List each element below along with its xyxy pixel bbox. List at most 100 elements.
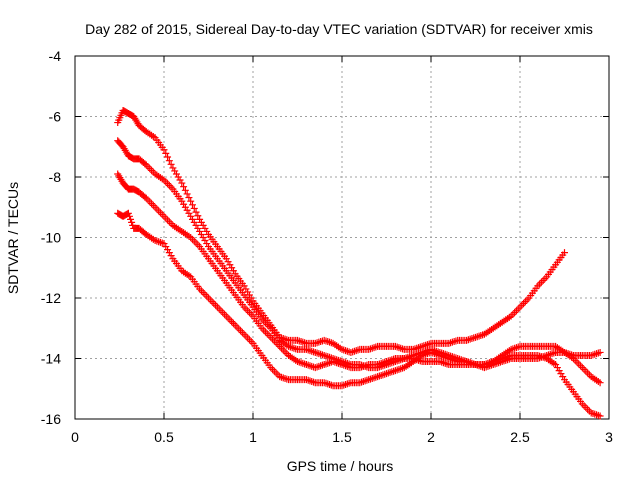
data-point-dense (521, 298, 529, 306)
data-point (124, 209, 132, 217)
data-point (561, 249, 568, 257)
data-point-dense (162, 149, 170, 157)
data-point-dense (324, 359, 332, 367)
data-point (472, 361, 479, 369)
data-point-dense (308, 377, 316, 385)
data-point-dense (162, 214, 170, 222)
data-point (311, 364, 319, 372)
data-point-dense (292, 345, 300, 353)
data-point-dense (473, 361, 481, 369)
data-point-dense (448, 338, 456, 346)
data-point-dense (269, 365, 277, 373)
data-point-dense (322, 379, 330, 387)
data-point-dense (593, 350, 601, 358)
data-point-dense (304, 361, 312, 369)
data-point-dense (313, 349, 321, 357)
data-point-dense (361, 377, 369, 385)
data-point (587, 351, 595, 359)
data-point-dense (514, 343, 522, 351)
data-point-dense (304, 376, 312, 384)
data-point-dense (317, 362, 325, 370)
data-point-dense (192, 208, 200, 216)
data-point (516, 303, 524, 311)
data-point-dense (422, 341, 430, 349)
data-point (338, 382, 346, 390)
data-point-dense (167, 183, 175, 191)
data-point (409, 345, 417, 353)
data-point (596, 348, 604, 356)
y-tick-label: -16 (41, 411, 61, 427)
data-point-dense (313, 363, 321, 371)
data-point (472, 333, 479, 341)
data-point-dense (470, 360, 478, 368)
data-point-dense (315, 338, 323, 346)
data-point-dense (439, 359, 447, 367)
data-point-dense (164, 216, 172, 224)
data-point-dense (221, 310, 229, 318)
x-tick-label: 1 (249, 429, 257, 445)
data-point-dense (593, 411, 601, 419)
data-point-dense (468, 359, 476, 367)
data-point (240, 330, 248, 338)
data-point-dense (270, 367, 278, 375)
data-point-dense (368, 344, 376, 352)
data-point-dense (438, 358, 446, 366)
data-point (320, 379, 328, 387)
data-point-dense (158, 211, 166, 219)
data-point-dense (466, 359, 474, 367)
data-point-dense (165, 218, 173, 226)
data-point-dense (158, 239, 166, 247)
data-point-dense (539, 276, 547, 284)
data-point-dense (306, 377, 314, 385)
data-point-dense (247, 338, 255, 346)
data-point-dense (423, 341, 431, 349)
data-point-dense (475, 362, 483, 370)
data-point-dense (299, 359, 307, 367)
data-point-dense (580, 402, 588, 410)
data-point-dense (523, 296, 531, 304)
data-point-dense (537, 278, 545, 286)
data-point-dense (219, 309, 227, 317)
y-tick-label: -8 (49, 169, 62, 185)
data-point-dense (194, 212, 202, 220)
data-point-dense (245, 336, 253, 344)
data-point-dense (125, 212, 133, 220)
x-tick-label: 2.5 (510, 429, 530, 445)
data-point-dense (366, 375, 374, 383)
data-point-dense (584, 369, 592, 377)
data-point-dense (358, 378, 366, 386)
y-tick-label: -14 (41, 351, 61, 367)
data-point (596, 412, 604, 420)
data-point-dense (340, 381, 348, 389)
data-point-dense (149, 201, 157, 209)
data-point-dense (297, 338, 305, 346)
data-point-dense (206, 296, 214, 304)
data-point-dense (215, 305, 223, 313)
data-point (596, 379, 604, 387)
data-point-dense (279, 346, 287, 354)
data-point-dense (128, 218, 136, 226)
data-point-dense (290, 344, 298, 352)
data-point-dense (146, 198, 154, 206)
data-point-dense (415, 344, 423, 352)
data-point-dense (165, 181, 173, 189)
data-point-dense (327, 381, 335, 389)
data-point-dense (326, 359, 334, 367)
data-point-dense (343, 380, 351, 388)
data-point-dense (589, 351, 597, 359)
data-point-dense (375, 372, 383, 380)
data-point (418, 342, 426, 350)
data-point-dense (148, 166, 156, 174)
data-point-dense (594, 411, 602, 419)
data-point (383, 370, 390, 378)
data-point-dense (411, 345, 419, 353)
data-point (445, 339, 453, 347)
data-point-dense (242, 332, 250, 340)
data-point-dense (310, 378, 318, 386)
data-point (311, 339, 319, 347)
data-point-dense (308, 362, 316, 370)
x-axis-label: GPS time / hours (287, 458, 394, 474)
data-point (151, 203, 159, 211)
data-point-dense (192, 239, 200, 247)
data-point (267, 333, 275, 341)
